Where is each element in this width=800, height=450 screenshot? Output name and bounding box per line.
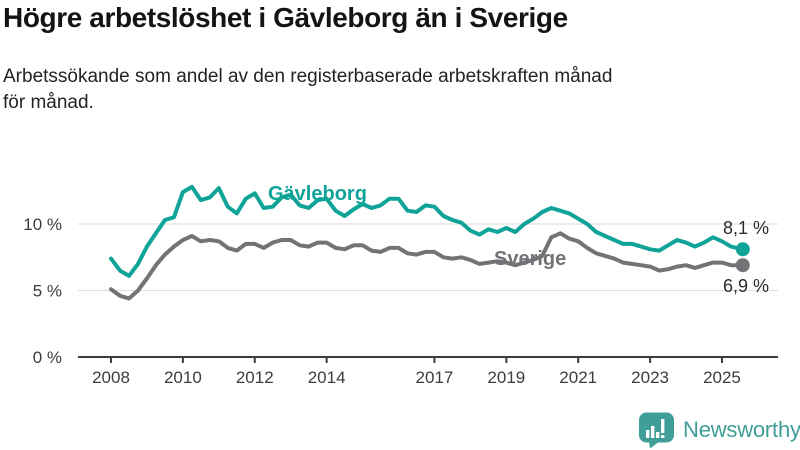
x-tick-label: 2008 xyxy=(92,368,130,387)
series-label-sverige: Sverige xyxy=(494,248,567,270)
series-endpoint-gävleborg xyxy=(735,242,750,257)
series-endpoint-sverige xyxy=(735,258,750,273)
x-tick-label: 2017 xyxy=(416,368,454,387)
newsworthy-logo[interactable]: Newsworthy xyxy=(638,411,800,449)
y-tick-label: 10 % xyxy=(23,215,62,234)
x-tick-label: 2021 xyxy=(559,368,597,387)
x-tick-label: 2014 xyxy=(308,368,346,387)
series-line-gävleborg xyxy=(109,184,745,278)
x-tick-label: 2010 xyxy=(164,368,202,387)
x-tick-label: 2023 xyxy=(631,368,669,387)
series-label-gavleborg: Gävleborg xyxy=(268,183,367,205)
y-tick-label: 0 % xyxy=(33,348,62,367)
page-title: Högre arbetslöshet i Gävleborg än i Sver… xyxy=(3,2,568,33)
newsworthy-bubble-chart-icon xyxy=(639,412,674,449)
x-tick-label: 2019 xyxy=(487,368,525,387)
end-value-gavleborg: 8,1 % xyxy=(722,218,769,238)
x-tick-label: 2012 xyxy=(236,368,274,387)
newsworthy-wordmark: Newsworthy xyxy=(683,417,800,442)
y-tick-label: 5 % xyxy=(33,282,62,301)
x-tick-label: 2025 xyxy=(703,368,741,387)
chart-subtitle: Arbetssökande som andel av den registerb… xyxy=(3,66,613,114)
end-value-sverige: 6,9 % xyxy=(722,276,769,296)
series-line-sverige xyxy=(109,231,745,301)
